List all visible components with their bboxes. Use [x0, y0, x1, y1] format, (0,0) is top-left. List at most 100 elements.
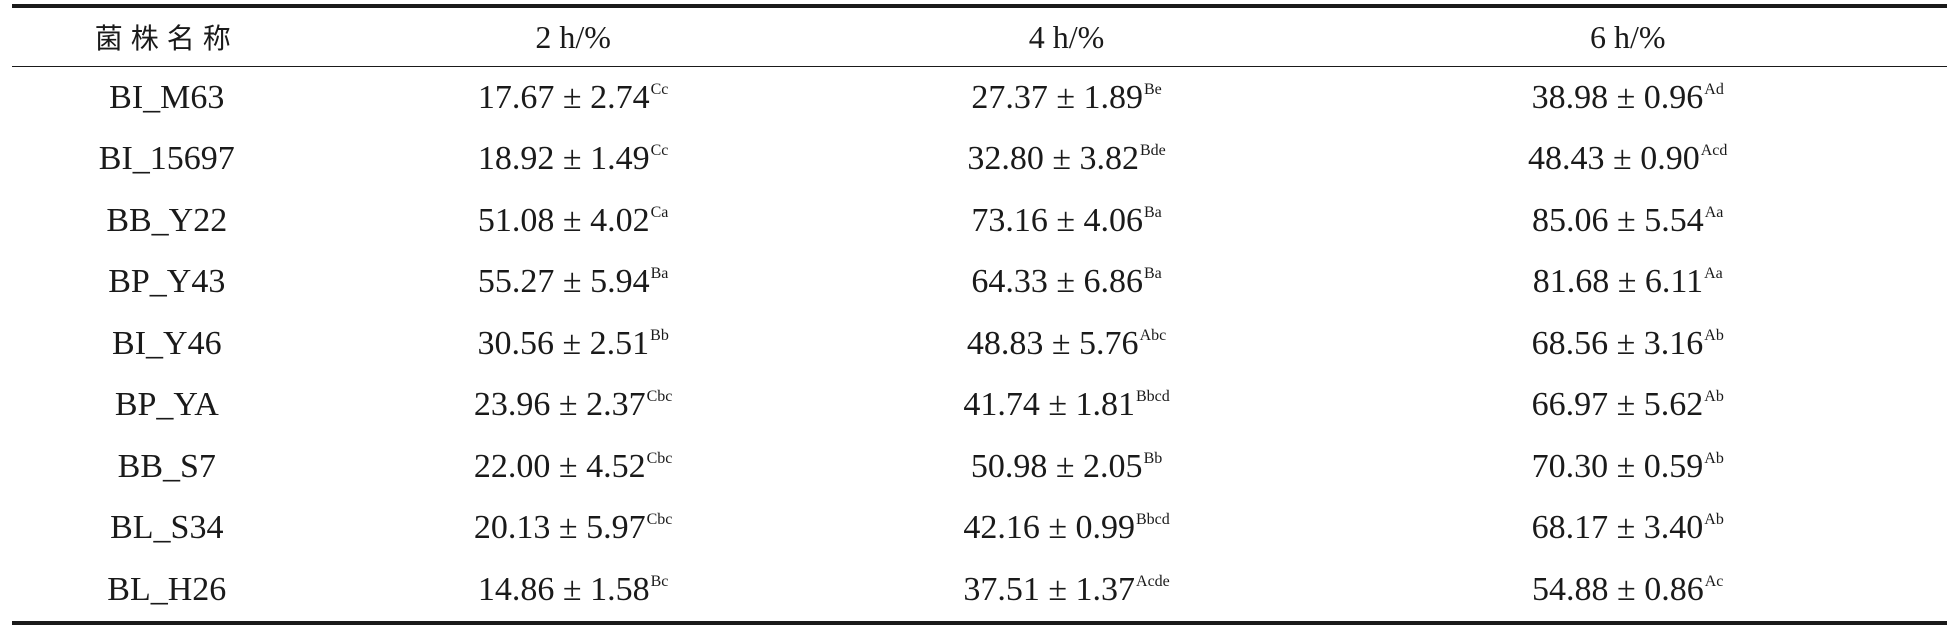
mean-sd-value: 20.13 ± 5.97 — [473, 509, 646, 547]
significance-letters: Abc — [1139, 326, 1167, 344]
mean-sd-value: 68.56 ± 3.16 — [1531, 324, 1704, 362]
header-6h: 6 h/% — [1589, 18, 1666, 55]
significance-letters: Ab — [1704, 511, 1724, 529]
data-table-container: 菌株名称 2 h/% 4 h/% 6 h/% BI_M63 17.67 ± 2.7… — [12, 4, 1947, 625]
value-cell-h2: 55.27 ± 5.94Ba — [322, 252, 825, 314]
significance-letters: Aa — [1704, 265, 1723, 283]
header-strain-name: 菌株名称 — [94, 22, 239, 55]
value-cell-h6: 85.06 ± 5.54Aa — [1308, 190, 1947, 252]
strain-name-cell: BB_Y22 — [106, 201, 228, 239]
mean-sd-value: 81.68 ± 6.11 — [1532, 263, 1704, 301]
strain-name-cell: BL_S34 — [110, 509, 224, 547]
table-row: BL_H26 14.86 ± 1.58Bc 37.51 ± 1.37Acde 54.8… — [12, 559, 1947, 623]
mean-sd-value: 85.06 ± 5.54 — [1532, 201, 1704, 239]
mean-sd-value: 54.88 ± 0.86 — [1532, 570, 1704, 608]
value-cell-h6: 38.98 ± 0.96Ad — [1308, 67, 1947, 129]
table-row: BP_Y43 55.27 ± 5.94Ba 64.33 ± 6.86Ba 81.68 … — [12, 252, 1947, 314]
value-cell-h4: 48.83 ± 5.76Abc — [825, 313, 1309, 375]
value-cell-h2: 20.13 ± 5.97Cbc — [322, 498, 825, 560]
strain-name-cell: BB_S7 — [117, 447, 216, 485]
strain-rate-table: 菌株名称 2 h/% 4 h/% 6 h/% BI_M63 17.67 ± 2.7… — [12, 4, 1947, 625]
mean-sd-value: 22.00 ± 4.52 — [473, 447, 646, 485]
value-cell-h4: 50.98 ± 2.05Bb — [825, 436, 1309, 498]
mean-sd-value: 51.08 ± 4.02 — [477, 201, 650, 239]
value-cell-h6: 81.68 ± 6.11Aa — [1308, 252, 1947, 314]
significance-letters: Cbc — [646, 511, 673, 529]
value-cell-h4: 41.74 ± 1.81Bbcd — [825, 375, 1309, 437]
value-cell-h4: 37.51 ± 1.37Acde — [825, 559, 1309, 623]
significance-letters: Bbcd — [1136, 511, 1170, 529]
significance-letters: Cbc — [646, 388, 673, 406]
significance-letters: Aa — [1704, 203, 1724, 221]
value-cell-h2: 17.67 ± 2.74Cc — [322, 67, 825, 129]
mean-sd-value: 64.33 ± 6.86 — [971, 263, 1143, 301]
significance-letters: Ab — [1704, 449, 1724, 467]
table-header-row: 菌株名称 2 h/% 4 h/% 6 h/% — [12, 6, 1947, 67]
significance-letters: Acd — [1700, 142, 1728, 160]
table-row: BI_M63 17.67 ± 2.74Cc 27.37 ± 1.89Be 38.98 … — [12, 67, 1947, 129]
strain-name-cell: BI_M63 — [109, 78, 225, 116]
mean-sd-value: 30.56 ± 2.51 — [477, 324, 650, 362]
strain-name-cell: BI_Y46 — [112, 324, 222, 362]
significance-letters: Cbc — [646, 449, 673, 467]
significance-letters: Bb — [1143, 449, 1163, 467]
table-row: BB_Y22 51.08 ± 4.02Ca 73.16 ± 4.06Ba 85.06 … — [12, 190, 1947, 252]
mean-sd-value: 14.86 ± 1.58 — [477, 570, 650, 608]
significance-letters: Ba — [1144, 203, 1162, 221]
value-cell-h2: 30.56 ± 2.51Bb — [322, 313, 825, 375]
value-cell-h2: 23.96 ± 2.37Cbc — [322, 375, 825, 437]
significance-letters: Ab — [1704, 388, 1724, 406]
value-cell-h2: 18.92 ± 1.49Cc — [322, 129, 825, 191]
value-cell-h6: 68.17 ± 3.40Ab — [1308, 498, 1947, 560]
table-row: BI_15697 18.92 ± 1.49Cc 32.80 ± 3.82Bde 48.… — [12, 129, 1947, 191]
value-cell-h6: 48.43 ± 0.90Acd — [1308, 129, 1947, 191]
significance-letters: Be — [1144, 80, 1162, 98]
significance-letters: Bc — [650, 572, 669, 590]
significance-letters: Bbcd — [1136, 388, 1170, 406]
value-cell-h4: 64.33 ± 6.86Ba — [825, 252, 1309, 314]
header-4h: 4 h/% — [1028, 18, 1105, 55]
strain-name-cell: BP_YA — [114, 386, 219, 424]
significance-letters: Bb — [650, 326, 669, 344]
table-body: BI_M63 17.67 ± 2.74Cc 27.37 ± 1.89Be 38.98 … — [12, 67, 1947, 623]
value-cell-h2: 22.00 ± 4.52Cbc — [322, 436, 825, 498]
mean-sd-value: 27.37 ± 1.89 — [971, 78, 1143, 116]
mean-sd-value: 17.67 ± 2.74 — [477, 78, 650, 116]
mean-sd-value: 55.27 ± 5.94 — [477, 263, 650, 301]
mean-sd-value: 23.96 ± 2.37 — [473, 386, 646, 424]
strain-name-cell: BP_Y43 — [108, 263, 226, 301]
mean-sd-value: 32.80 ± 3.82 — [967, 140, 1139, 178]
mean-sd-value: 18.92 ± 1.49 — [477, 140, 650, 178]
significance-letters: Ba — [1144, 265, 1162, 283]
mean-sd-value: 68.17 ± 3.40 — [1531, 509, 1704, 547]
mean-sd-value: 66.97 ± 5.62 — [1531, 386, 1704, 424]
mean-sd-value: 70.30 ± 0.59 — [1531, 447, 1704, 485]
value-cell-h6: 66.97 ± 5.62Ab — [1308, 375, 1947, 437]
table-row: BB_S7 22.00 ± 4.52Cbc 50.98 ± 2.05Bb 70.30 … — [12, 436, 1947, 498]
value-cell-h4: 42.16 ± 0.99Bbcd — [825, 498, 1309, 560]
mean-sd-value: 73.16 ± 4.06 — [971, 201, 1143, 239]
strain-name-cell: BL_H26 — [107, 570, 227, 608]
significance-letters: Ca — [650, 203, 669, 221]
significance-letters: Acde — [1136, 572, 1170, 590]
significance-letters: Cc — [650, 142, 669, 160]
strain-name-cell: BI_15697 — [98, 140, 235, 178]
significance-letters: Ac — [1704, 572, 1724, 590]
mean-sd-value: 37.51 ± 1.37 — [963, 570, 1136, 608]
significance-letters: Cc — [650, 80, 669, 98]
table-row: BL_S34 20.13 ± 5.97Cbc 42.16 ± 0.99Bbcd 68.… — [12, 498, 1947, 560]
value-cell-h6: 70.30 ± 0.59Ab — [1308, 436, 1947, 498]
significance-letters: Ba — [650, 265, 669, 283]
mean-sd-value: 48.43 ± 0.90 — [1528, 140, 1700, 178]
significance-letters: Ab — [1704, 326, 1724, 344]
significance-letters: Ad — [1704, 80, 1724, 98]
value-cell-h4: 32.80 ± 3.82Bde — [825, 129, 1309, 191]
mean-sd-value: 42.16 ± 0.99 — [963, 509, 1135, 547]
mean-sd-value: 50.98 ± 2.05 — [970, 447, 1143, 485]
table-row: BI_Y46 30.56 ± 2.51Bb 48.83 ± 5.76Abc 68.56… — [12, 313, 1947, 375]
value-cell-h4: 73.16 ± 4.06Ba — [825, 190, 1309, 252]
table-row: BP_YA 23.96 ± 2.37Cbc 41.74 ± 1.81Bbcd 66.9… — [12, 375, 1947, 437]
mean-sd-value: 38.98 ± 0.96 — [1531, 78, 1704, 116]
significance-letters: Bde — [1140, 142, 1166, 160]
value-cell-h2: 51.08 ± 4.02Ca — [322, 190, 825, 252]
